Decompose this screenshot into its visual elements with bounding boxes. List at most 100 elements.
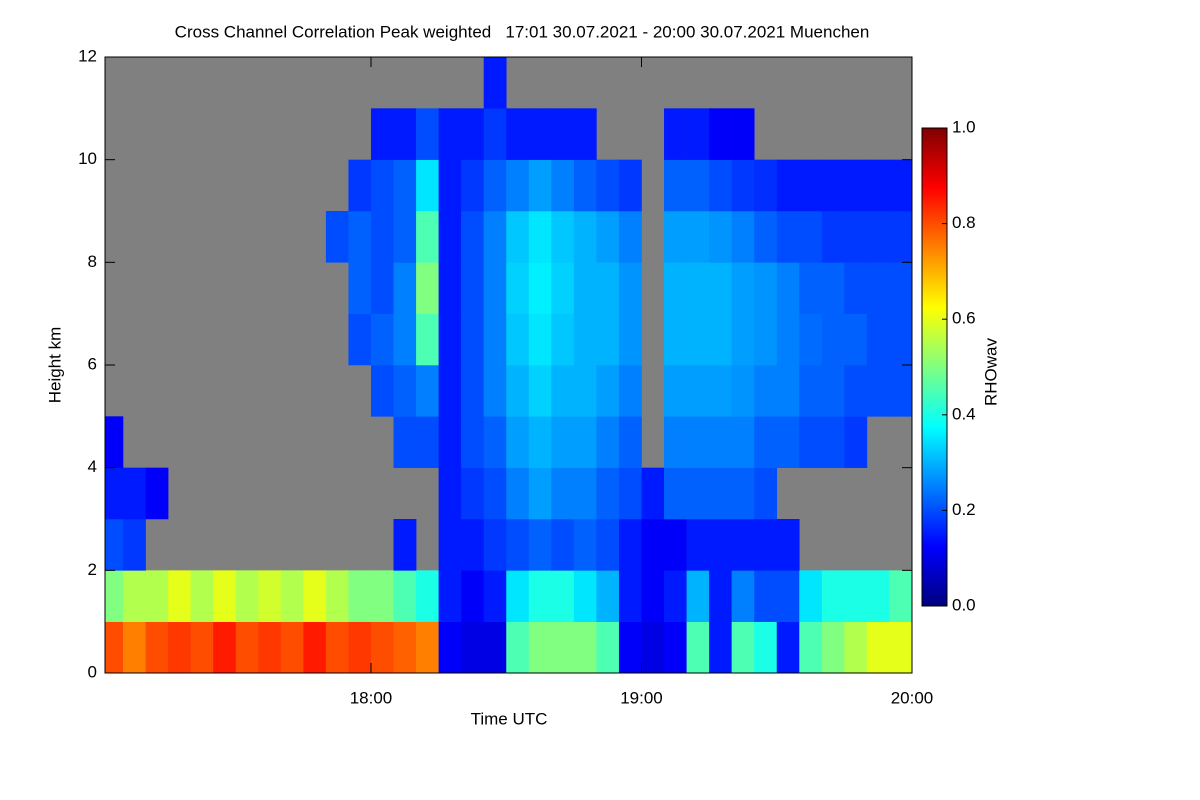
heatmap-cell — [618, 211, 642, 263]
heatmap-cell — [416, 621, 439, 674]
heatmap-cell — [483, 467, 507, 520]
heatmap-cell — [145, 621, 169, 674]
heatmap-cell — [821, 262, 845, 314]
heatmap-cell — [821, 621, 845, 674]
heatmap-cell — [393, 262, 417, 314]
heatmap-cell — [461, 621, 485, 674]
chart-title: Cross Channel Correlation Peak weighted … — [175, 22, 870, 41]
heatmap-cell — [325, 570, 349, 622]
heatmap-cell — [731, 621, 755, 674]
heatmap-cell — [844, 570, 868, 622]
heatmap-cell — [393, 313, 417, 366]
y-tick-label: 0 — [88, 662, 97, 681]
heatmap-cell — [573, 211, 597, 263]
heatmap-cell — [145, 570, 169, 622]
heatmap-cell — [393, 519, 417, 571]
heatmap-cell — [709, 570, 732, 622]
heatmap-cell — [664, 519, 687, 571]
heatmap-cell — [393, 211, 417, 263]
heatmap-cell — [461, 313, 485, 366]
heatmap-cell — [596, 570, 620, 622]
heatmap-cell — [506, 262, 530, 314]
heatmap-cell — [776, 159, 800, 212]
heatmap-cell — [105, 621, 124, 674]
heatmap-cell — [821, 416, 845, 468]
heatmap-cell — [483, 519, 507, 571]
heatmap-cell — [461, 262, 485, 314]
heatmap-cell — [416, 313, 439, 366]
heatmap-cell — [528, 211, 552, 263]
heatmap-cell — [235, 570, 259, 622]
heatmap-cell — [438, 262, 462, 314]
heatmap-cell — [776, 365, 800, 417]
heatmap-cell — [618, 365, 642, 417]
heatmap-cell — [348, 159, 372, 212]
heatmap-cell — [416, 570, 439, 622]
heatmap-cell — [573, 262, 597, 314]
heatmap-cell — [438, 519, 462, 571]
heatmap-cell — [461, 211, 485, 263]
heatmap-cell — [866, 159, 890, 212]
heatmap-cell — [105, 570, 124, 622]
heatmap-cell — [686, 519, 710, 571]
heatmap-cell — [799, 570, 823, 622]
heatmap-cell — [686, 467, 710, 520]
heatmap-cell — [438, 108, 462, 160]
heatmap-cell — [168, 570, 191, 622]
heatmap-cell — [370, 313, 394, 366]
heatmap-cell — [303, 621, 327, 674]
heatmap-cell — [573, 313, 597, 366]
heatmap-cell — [506, 211, 530, 263]
heatmap-cell — [168, 621, 191, 674]
heatmap-cell — [370, 365, 394, 417]
heatmap-cell — [506, 467, 530, 520]
heatmap-cell — [461, 365, 485, 417]
heatmap-cell — [483, 159, 507, 212]
heatmap-cell — [551, 313, 575, 366]
heatmap-cell — [528, 570, 552, 622]
x-axis-label: Time UTC — [471, 709, 548, 728]
heatmap-cell — [866, 570, 890, 622]
heatmap-cell — [506, 621, 530, 674]
heatmap-cell — [664, 570, 687, 622]
heatmap-cell — [618, 467, 642, 520]
colorbar-tick-label: 0.8 — [952, 213, 976, 232]
heatmap-cell — [754, 519, 778, 571]
heatmap-cell — [889, 159, 913, 212]
heatmap-cell — [370, 108, 394, 160]
heatmap-cell — [731, 416, 755, 468]
heatmap-cell — [461, 108, 485, 160]
heatmap-cell — [664, 159, 687, 212]
heatmap-cell — [461, 159, 485, 212]
heatmap-cell — [866, 262, 890, 314]
heatmap-cell — [416, 365, 439, 417]
heatmap-cell — [641, 621, 665, 674]
heatmap-cell — [844, 211, 868, 263]
heatmap-cell — [280, 570, 304, 622]
heatmap-cell — [889, 621, 913, 674]
heatmap-cell — [483, 365, 507, 417]
heatmap-cell — [596, 621, 620, 674]
heatmap-cell — [799, 211, 823, 263]
heatmap-cell — [393, 159, 417, 212]
heatmap-cell — [528, 313, 552, 366]
heatmap-cell — [438, 570, 462, 622]
heatmap-cell — [393, 365, 417, 417]
heatmap-cell — [416, 159, 439, 212]
heatmap-cell — [370, 621, 394, 674]
heatmap-cell — [483, 211, 507, 263]
heatmap-cell — [461, 519, 485, 571]
heatmap-cell — [731, 313, 755, 366]
heatmap-cell — [506, 365, 530, 417]
heatmap-cell — [731, 467, 755, 520]
heatmap-cell — [618, 262, 642, 314]
heatmap-cell — [596, 211, 620, 263]
heatmap-cell — [370, 570, 394, 622]
heatmap-cell — [844, 621, 868, 674]
heatmap-cell — [123, 519, 146, 571]
heatmap-cell — [731, 211, 755, 263]
heatmap-cell — [551, 621, 575, 674]
heatmap-cell — [776, 621, 800, 674]
heatmap-cell — [348, 621, 372, 674]
heatmap-cell — [686, 570, 710, 622]
